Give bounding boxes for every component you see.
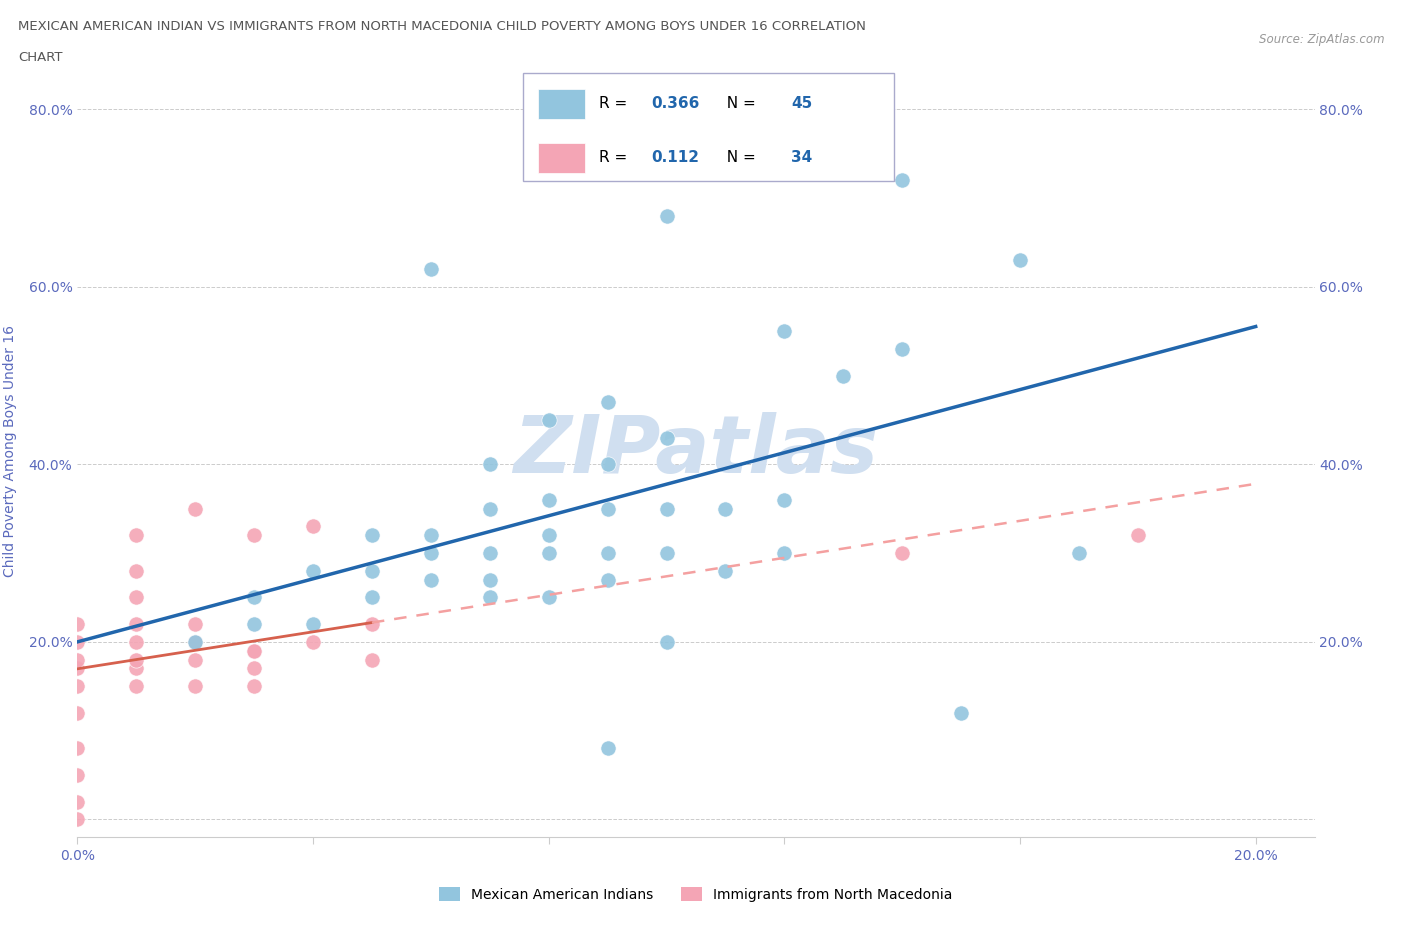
Point: [655, 634, 678, 649]
Point: [655, 546, 678, 561]
Point: [361, 590, 384, 604]
Text: R =: R =: [599, 151, 637, 166]
Point: [184, 634, 207, 649]
Point: [66, 652, 89, 667]
Point: [66, 794, 89, 809]
Point: [66, 812, 89, 827]
Point: [66, 705, 89, 720]
Point: [773, 492, 796, 507]
Point: [243, 661, 266, 676]
Point: [302, 617, 325, 631]
Point: [596, 572, 619, 587]
Point: [66, 617, 89, 631]
Point: [596, 546, 619, 561]
Point: [478, 501, 501, 516]
Point: [478, 572, 501, 587]
Text: 45: 45: [792, 97, 813, 112]
Point: [125, 661, 148, 676]
Point: [478, 457, 501, 472]
Point: [1067, 546, 1090, 561]
Point: [596, 457, 619, 472]
Point: [832, 368, 855, 383]
Point: [361, 564, 384, 578]
Point: [302, 564, 325, 578]
Point: [66, 767, 89, 782]
Point: [243, 644, 266, 658]
Point: [537, 590, 560, 604]
Point: [537, 528, 560, 543]
Text: Source: ZipAtlas.com: Source: ZipAtlas.com: [1260, 33, 1385, 46]
Point: [773, 324, 796, 339]
Legend: Mexican American Indians, Immigrants from North Macedonia: Mexican American Indians, Immigrants fro…: [434, 882, 957, 908]
Text: 0.112: 0.112: [651, 151, 699, 166]
Point: [596, 741, 619, 756]
Point: [361, 617, 384, 631]
Y-axis label: Child Poverty Among Boys Under 16: Child Poverty Among Boys Under 16: [3, 326, 17, 577]
Point: [66, 661, 89, 676]
Text: ZIPatlas: ZIPatlas: [513, 412, 879, 490]
Point: [66, 741, 89, 756]
Text: N =: N =: [717, 97, 761, 112]
Point: [419, 528, 441, 543]
Point: [66, 634, 89, 649]
Point: [891, 341, 914, 356]
Point: [184, 634, 207, 649]
Point: [243, 644, 266, 658]
Point: [419, 572, 441, 587]
Point: [1008, 253, 1031, 268]
Point: [184, 501, 207, 516]
Point: [773, 546, 796, 561]
Text: R =: R =: [599, 97, 633, 112]
Point: [891, 546, 914, 561]
FancyBboxPatch shape: [523, 73, 894, 181]
Point: [655, 431, 678, 445]
Point: [125, 564, 148, 578]
Point: [125, 617, 148, 631]
Point: [891, 173, 914, 188]
Point: [243, 679, 266, 694]
Point: [125, 652, 148, 667]
Point: [1126, 528, 1149, 543]
Point: [184, 617, 207, 631]
Point: [537, 492, 560, 507]
Point: [714, 501, 737, 516]
Point: [361, 528, 384, 543]
FancyBboxPatch shape: [537, 89, 585, 119]
Point: [655, 208, 678, 223]
Point: [419, 546, 441, 561]
Point: [596, 501, 619, 516]
Point: [655, 501, 678, 516]
Point: [243, 590, 266, 604]
Text: N =: N =: [717, 151, 761, 166]
Point: [537, 546, 560, 561]
Point: [243, 617, 266, 631]
Point: [419, 261, 441, 276]
Text: 34: 34: [792, 151, 813, 166]
Point: [302, 519, 325, 534]
Point: [537, 413, 560, 428]
Point: [243, 528, 266, 543]
Text: MEXICAN AMERICAN INDIAN VS IMMIGRANTS FROM NORTH MACEDONIA CHILD POVERTY AMONG B: MEXICAN AMERICAN INDIAN VS IMMIGRANTS FR…: [18, 20, 866, 33]
Text: CHART: CHART: [18, 51, 63, 64]
Point: [478, 546, 501, 561]
Point: [125, 679, 148, 694]
Point: [596, 395, 619, 410]
Text: 0.366: 0.366: [651, 97, 700, 112]
Point: [184, 679, 207, 694]
Point: [125, 634, 148, 649]
Point: [66, 679, 89, 694]
Point: [361, 652, 384, 667]
FancyBboxPatch shape: [537, 143, 585, 173]
Point: [302, 634, 325, 649]
Point: [714, 564, 737, 578]
Point: [773, 164, 796, 179]
Point: [478, 590, 501, 604]
Point: [184, 652, 207, 667]
Point: [125, 590, 148, 604]
Point: [950, 705, 973, 720]
Point: [125, 528, 148, 543]
